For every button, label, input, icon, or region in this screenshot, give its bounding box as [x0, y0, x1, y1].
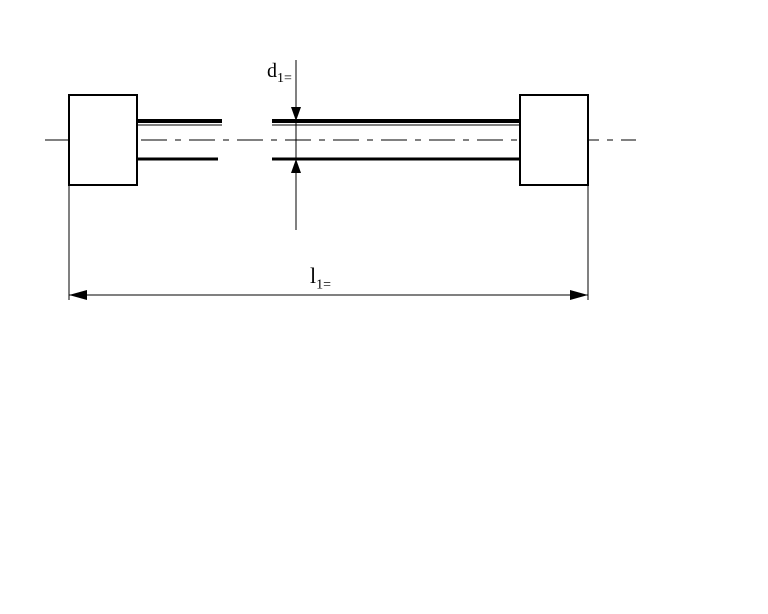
- dim-l1-arrow-left: [69, 290, 87, 300]
- left-block: [69, 95, 137, 185]
- right-block: [520, 95, 588, 185]
- dim-d1-subscript: 1=: [277, 71, 292, 86]
- shaft-diagram: [0, 0, 768, 614]
- dim-d1-symbol: d: [267, 60, 277, 82]
- dim-d1-arrow-top: [291, 107, 301, 121]
- dim-d1-label: d1=: [267, 60, 292, 87]
- dim-l1-arrow-right: [570, 290, 588, 300]
- dim-d1-arrow-bottom: [291, 159, 301, 173]
- dim-l1-label: l1=: [310, 263, 331, 293]
- dim-l1-subscript: 1=: [316, 277, 331, 292]
